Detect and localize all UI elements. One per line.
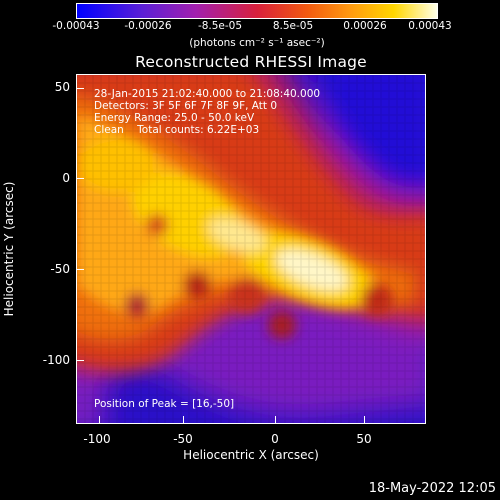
x-axis-label: Heliocentric X (arcsec) (183, 448, 319, 462)
y-tick-mark (76, 269, 84, 270)
peak-position: Position of Peak = [16,-50] (94, 398, 235, 410)
x-tick-mark (99, 416, 100, 424)
x-tick-mark (183, 416, 184, 424)
colorbar-tick: -0.00043 (52, 20, 100, 32)
colorbar (76, 3, 438, 19)
rhessi-image-panel (76, 74, 426, 424)
y-tick-label: -50 (50, 262, 70, 276)
x-tick-label: -50 (173, 432, 193, 446)
info-energy-range: Energy Range: 25.0 - 50.0 keV (94, 112, 255, 124)
colorbar-tick: 8.5e-05 (272, 20, 314, 32)
y-tick-label: -100 (42, 353, 70, 367)
flare-image (77, 75, 425, 423)
footer-date: 18-May-2022 12:05 (368, 481, 496, 496)
image-title: Reconstructed RHESSI Image (135, 53, 367, 71)
colorbar-unit: (photons cm⁻² s⁻¹ asec⁻²) (189, 37, 325, 49)
colorbar-tick: -8.5e-05 (197, 20, 243, 32)
colorbar-tick: 0.00026 (343, 20, 387, 32)
y-tick-mark (76, 178, 84, 179)
y-tick-mark (76, 88, 84, 89)
info-clean-counts: Clean Total counts: 6.22E+03 (94, 124, 260, 136)
info-detectors: Detectors: 3F 5F 6F 7F 8F 9F, Att 0 (94, 100, 278, 112)
x-tick-label: 0 (271, 432, 279, 446)
info-time-range: 28-Jan-2015 21:02:40.000 to 21:08:40.000 (94, 88, 321, 100)
x-tick-mark (275, 416, 276, 424)
colorbar-tick: -0.00026 (124, 20, 172, 32)
x-tick-mark (364, 416, 365, 424)
y-axis-label: Heliocentric Y (arcsec) (2, 181, 16, 317)
colorbar-tick: 0.00043 (408, 20, 452, 32)
x-tick-label: -100 (83, 432, 111, 446)
x-tick-label: 50 (356, 432, 372, 446)
y-tick-mark (76, 360, 84, 361)
y-tick-label: 50 (54, 80, 70, 94)
y-tick-label: 0 (62, 171, 70, 185)
